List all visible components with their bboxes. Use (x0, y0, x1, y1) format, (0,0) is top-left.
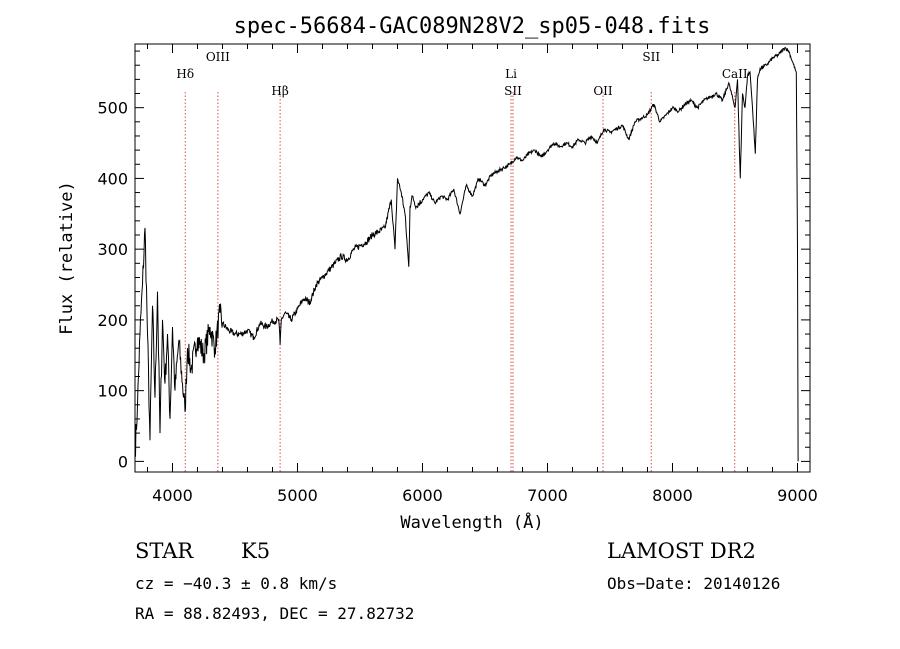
x-tick-label: 6000 (402, 486, 443, 505)
line-marker-label: CaII (722, 67, 748, 81)
redshift-velocity: cz = −40.3 ± 0.8 km/s (135, 574, 338, 593)
x-tick-label: 7000 (527, 486, 568, 505)
plot-frame (134, 43, 811, 473)
chart-title: spec-56684-GAC089N28V2_sp05-048.fits (234, 14, 711, 39)
spectrum-series (135, 46, 799, 462)
object-class: STAR (135, 539, 194, 563)
y-tick-label: 500 (97, 99, 128, 118)
line-marker-label: Hβ (271, 84, 288, 98)
line-marker-label: OII (593, 84, 613, 98)
line-marker-label: Hδ (176, 67, 194, 81)
object-subclass: K5 (241, 539, 271, 563)
y-tick-label: 300 (97, 240, 128, 259)
line-marker-label: SII (504, 84, 522, 98)
y-tick-label: 200 (97, 311, 128, 330)
x-tick-label: 5000 (277, 486, 318, 505)
x-tick-label: 4000 (152, 486, 193, 505)
survey-name: LAMOST DR2 (607, 539, 756, 563)
sky-coordinates: RA = 88.82493, DEC = 27.82732 (135, 604, 415, 623)
x-tick-label: 8000 (652, 486, 693, 505)
x-axis-label: Wavelength (Å) (400, 511, 543, 533)
line-marker-label: Li (505, 67, 517, 81)
line-marker-label: OIII (206, 50, 230, 64)
x-tick-label: 9000 (777, 486, 818, 505)
y-tick-label: 0 (118, 452, 128, 471)
line-marker-label: SII (642, 50, 660, 64)
y-axis-label: Flux (relative) (57, 181, 77, 335)
y-tick-label: 100 (97, 382, 128, 401)
y-tick-label: 400 (97, 169, 128, 188)
observation-date: Obs−Date: 20140126 (607, 574, 781, 593)
